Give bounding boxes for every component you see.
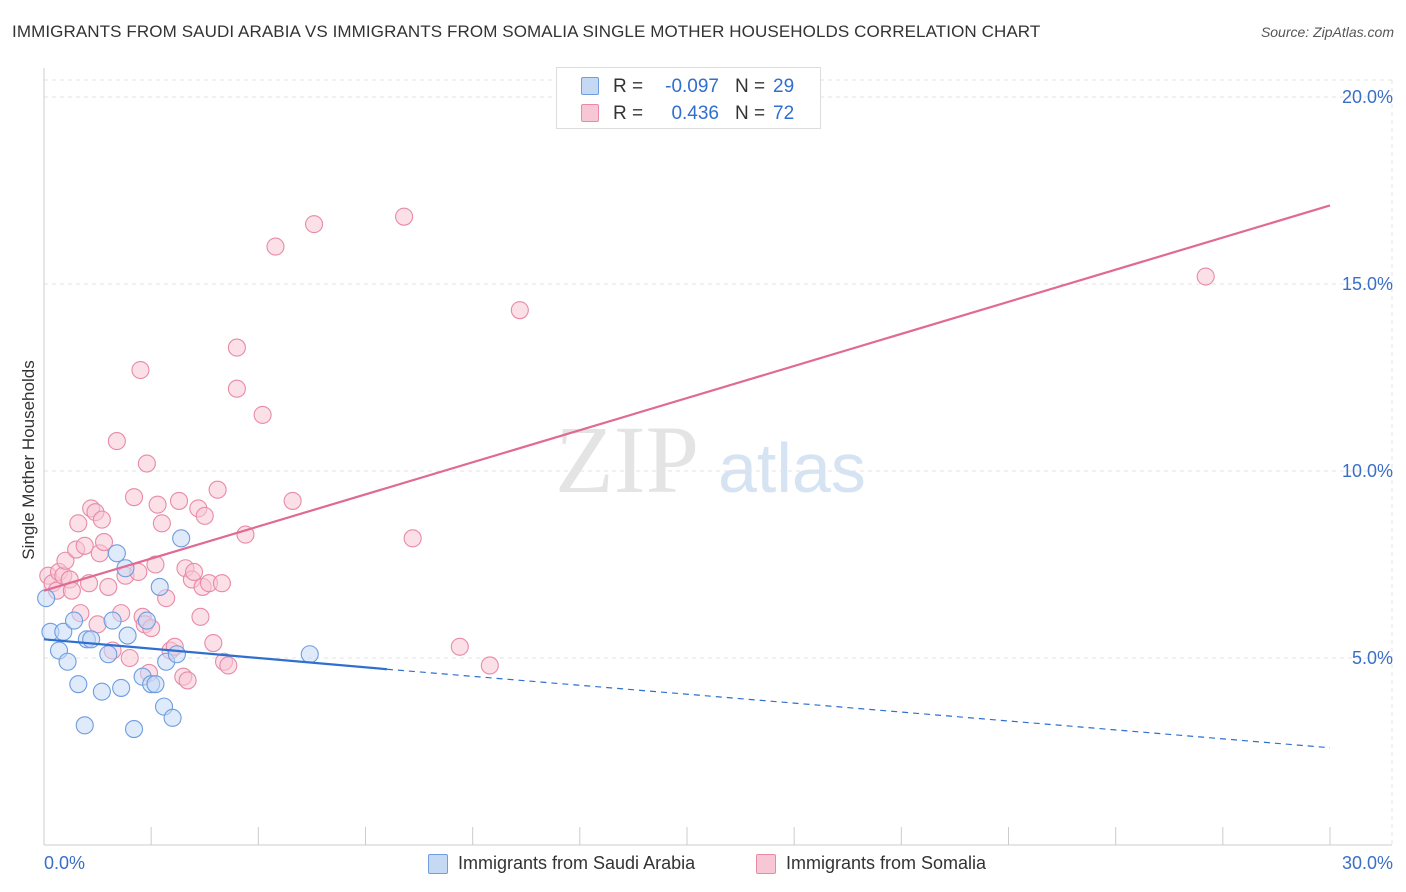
- saudi-point: [150, 577, 169, 596]
- saudi-point: [167, 645, 186, 664]
- saudi-point: [58, 652, 77, 671]
- somalia-point: [152, 514, 171, 533]
- somalia-point: [137, 454, 156, 473]
- somalia-point: [1196, 267, 1215, 286]
- somalia-point: [208, 480, 227, 499]
- somalia-trend-line: [43, 204, 1331, 592]
- y-axis-label: Single Mother Households: [19, 360, 38, 559]
- saudi-point: [64, 611, 84, 630]
- x-tick-label-min: 0.0%: [44, 853, 85, 873]
- saudi-point: [107, 544, 126, 563]
- somalia-point: [94, 533, 114, 552]
- somalia-point: [219, 656, 238, 675]
- stats-n-label: N =: [735, 76, 766, 97]
- legend-label-saudi: Immigrants from Saudi Arabia: [458, 853, 696, 873]
- y-tick-label-20: 20.0%: [1342, 87, 1393, 107]
- somalia-point: [283, 491, 302, 510]
- x-tick-label-max: 30.0%: [1342, 853, 1393, 873]
- somalia-swatch: [581, 104, 599, 122]
- somalia-point: [92, 510, 111, 529]
- y-tick-label-15: 15.0%: [1342, 274, 1393, 294]
- somalia-point: [69, 514, 88, 533]
- y-tick-label-5: 5.0%: [1352, 648, 1393, 668]
- somalia-point: [212, 574, 231, 593]
- saudi-point: [118, 626, 137, 645]
- somalia-point: [450, 637, 469, 656]
- saudi-point: [99, 645, 118, 664]
- saudi-point: [82, 630, 101, 649]
- saudi-point: [37, 589, 56, 608]
- somalia-point: [107, 432, 126, 451]
- somalia-point: [480, 656, 499, 675]
- stats-r-value: -0.097: [665, 76, 719, 97]
- saudi-point: [124, 720, 144, 739]
- somalia-point: [146, 555, 165, 574]
- stats-n-label: N =: [735, 103, 766, 124]
- legend-label-somalia: Immigrants from Somalia: [786, 853, 987, 873]
- somalia-point: [266, 237, 285, 256]
- legend-swatch-saudi: [428, 854, 448, 874]
- stats-r-value: 0.436: [671, 103, 719, 124]
- saudi-swatch: [581, 77, 599, 95]
- somalia-point: [195, 506, 214, 525]
- somalia-point: [204, 633, 223, 653]
- stats-n-value: 72: [773, 103, 795, 124]
- stats-r-label: R =: [613, 76, 644, 97]
- saudi-point: [112, 678, 131, 697]
- somalia-point: [56, 551, 75, 570]
- somalia-point: [120, 648, 139, 668]
- saudi-trend-line-extension: [386, 668, 1331, 749]
- somalia-point: [305, 215, 324, 234]
- somalia-point: [510, 301, 529, 320]
- somalia-point: [178, 671, 197, 690]
- somalia-point: [227, 379, 246, 398]
- somalia-point: [148, 495, 167, 514]
- somalia-point: [124, 488, 144, 507]
- chart-title: IMMIGRANTS FROM SAUDI ARABIA VS IMMIGRAN…: [12, 22, 1041, 41]
- watermark-zip: ZIP: [555, 406, 699, 513]
- somalia-point: [395, 207, 414, 226]
- saudi-point: [146, 675, 165, 694]
- somalia-point: [75, 536, 94, 555]
- watermark-atlas: atlas: [718, 429, 866, 507]
- saudi-point: [92, 682, 111, 701]
- stats-box: R = -0.097 N = 29 R = 0.436 N = 72: [556, 67, 821, 129]
- somalia-point: [131, 360, 150, 380]
- somalia-point: [191, 607, 210, 626]
- somalia-point: [99, 577, 118, 596]
- somalia-point: [403, 529, 422, 548]
- y-tick-label-10: 10.0%: [1342, 461, 1393, 481]
- saudi-point: [75, 716, 94, 735]
- stats-r-label: R =: [613, 103, 644, 124]
- saudi-point: [103, 611, 122, 630]
- saudi-point: [163, 708, 182, 727]
- legend-swatch-somalia: [756, 854, 776, 874]
- somalia-point: [184, 562, 204, 582]
- somalia-point: [169, 491, 189, 510]
- stats-n-value: 29: [773, 76, 795, 97]
- somalia-point: [227, 338, 246, 357]
- saudi-trend-line: [43, 638, 388, 671]
- somalia-point: [236, 525, 255, 544]
- saudi-point: [172, 529, 191, 548]
- saudi-point: [137, 611, 156, 630]
- saudi-point: [300, 645, 319, 664]
- source-label: Source: ZipAtlas.com: [1260, 24, 1394, 40]
- somalia-point: [253, 405, 272, 424]
- saudi-point: [69, 675, 88, 694]
